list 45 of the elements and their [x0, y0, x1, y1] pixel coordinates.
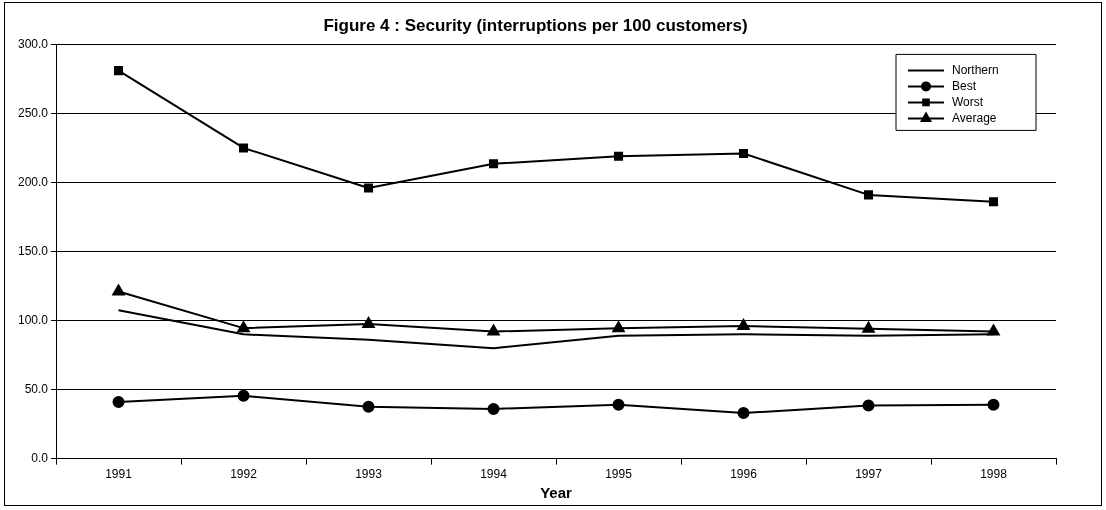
y-tick-label: 200.0 — [18, 174, 49, 189]
point — [112, 395, 125, 408]
point — [113, 66, 124, 76]
point — [112, 284, 125, 296]
y-tick-label: 150.0 — [18, 243, 49, 258]
point — [612, 321, 625, 333]
point — [987, 398, 1000, 411]
x-tick-label: 1991 — [105, 467, 133, 482]
point — [737, 319, 750, 331]
x-tick-label: 1994 — [480, 467, 508, 482]
legend-label: Average — [952, 110, 997, 125]
point — [737, 407, 750, 420]
point — [237, 389, 250, 402]
x-axis-title: Year — [540, 484, 573, 502]
point — [862, 399, 875, 412]
y-tick-label: 300.0 — [18, 36, 49, 51]
y-tick-label: 0.0 — [31, 450, 49, 465]
x-tick-label: 1992 — [230, 467, 258, 482]
point — [237, 321, 250, 333]
point — [488, 159, 499, 169]
point — [863, 190, 874, 200]
point — [862, 321, 875, 333]
legend-label: Worst — [952, 94, 984, 109]
x-tick-label: 1996 — [730, 467, 758, 482]
y-tick-label: 250.0 — [18, 105, 49, 120]
legend-label: Best — [952, 78, 977, 93]
x-tick-label: 1993 — [355, 467, 383, 482]
point — [362, 316, 375, 328]
point — [612, 398, 625, 411]
x-tick-label: 1995 — [605, 467, 633, 482]
chart-title: Figure 4 : Security (interruptions per 100 customers) — [323, 15, 748, 35]
point — [987, 324, 1000, 336]
point — [238, 143, 249, 153]
point — [613, 151, 624, 161]
x-tick-label: 1997 — [855, 467, 883, 482]
y-tick-label: 100.0 — [18, 312, 49, 327]
y-tick-label: 50.0 — [24, 381, 49, 396]
point — [362, 400, 375, 413]
point — [487, 324, 500, 336]
point — [487, 402, 500, 415]
x-tick-label: 1998 — [980, 467, 1008, 482]
point — [988, 197, 999, 207]
legend-label: Northern — [952, 62, 999, 77]
point — [738, 148, 749, 159]
point — [363, 183, 374, 193]
